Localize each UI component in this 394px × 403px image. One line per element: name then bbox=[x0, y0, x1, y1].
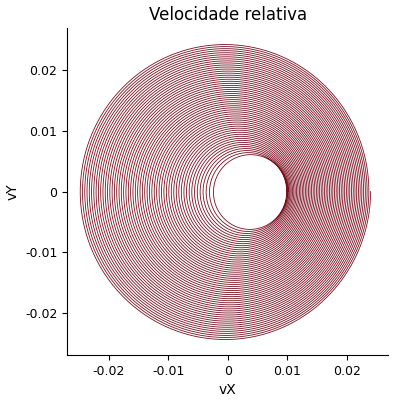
Title: Velocidade relativa: Velocidade relativa bbox=[149, 6, 307, 23]
Y-axis label: vY: vY bbox=[6, 183, 20, 200]
X-axis label: vX: vX bbox=[219, 383, 237, 397]
